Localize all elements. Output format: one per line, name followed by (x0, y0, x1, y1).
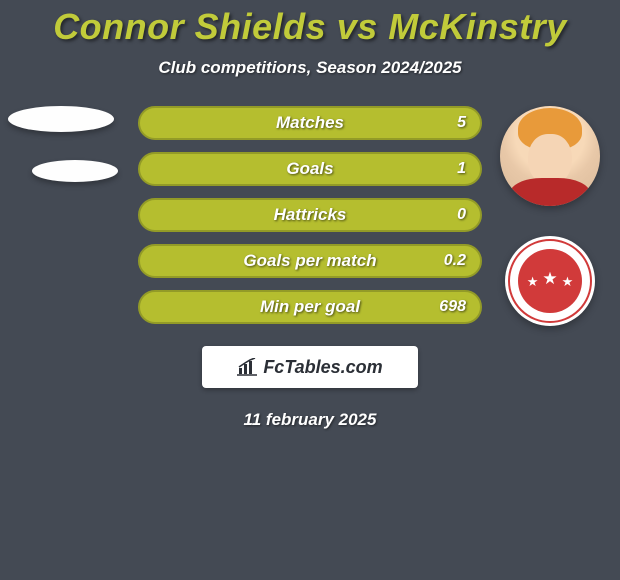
stat-label: Goals per match (140, 246, 480, 276)
player-right-column: ★ ★ ★ (500, 106, 600, 326)
comparison-panel: Matches 5 Goals 1 Hattricks 0 Goals per … (0, 106, 620, 346)
stat-row-goals: Goals 1 (138, 152, 482, 186)
stat-right-value: 0 (457, 200, 466, 230)
stat-row-min-per-goal: Min per goal 698 (138, 290, 482, 324)
stat-label: Min per goal (140, 292, 480, 322)
stat-bars: Matches 5 Goals 1 Hattricks 0 Goals per … (138, 106, 482, 336)
stat-row-goals-per-match: Goals per match 0.2 (138, 244, 482, 278)
stat-row-matches: Matches 5 (138, 106, 482, 140)
stat-right-value: 698 (439, 292, 466, 322)
club-badge-icon: ★ ★ ★ (505, 236, 595, 326)
date-label: 11 february 2025 (0, 410, 620, 430)
stat-right-value: 0.2 (444, 246, 466, 276)
page-title: Connor Shields vs McKinstry (0, 0, 620, 48)
stat-right-value: 1 (457, 154, 466, 184)
ellipse-icon (32, 160, 118, 182)
stat-label: Hattricks (140, 200, 480, 230)
stat-row-hattricks: Hattricks 0 (138, 198, 482, 232)
stat-label: Matches (140, 108, 480, 138)
subtitle: Club competitions, Season 2024/2025 (0, 58, 620, 78)
bar-chart-icon (237, 358, 259, 376)
brand-label: FcTables.com (263, 357, 382, 378)
player-left-placeholder (8, 106, 118, 182)
brand-box: FcTables.com (202, 346, 418, 388)
player-photo-icon (500, 106, 600, 206)
stat-right-value: 5 (457, 108, 466, 138)
stat-label: Goals (140, 154, 480, 184)
ellipse-icon (8, 106, 114, 132)
